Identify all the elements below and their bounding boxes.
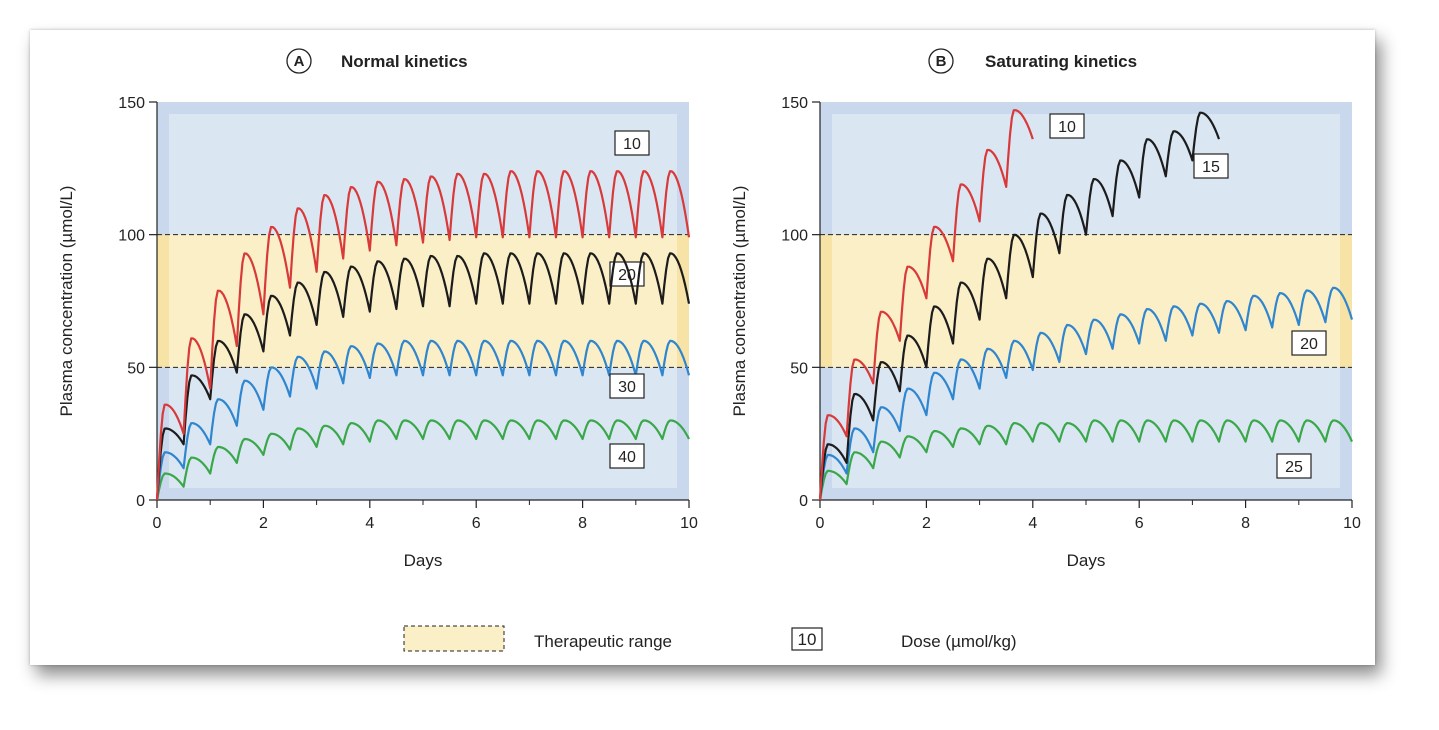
dose-label: 30 xyxy=(618,379,636,396)
x-tick-label: 10 xyxy=(1343,515,1361,532)
legend-dose-box-label: 10 xyxy=(798,630,817,649)
series-line-dose-20 xyxy=(818,111,1221,501)
legend-dose-label: Dose (µmol/kg) xyxy=(901,632,1017,651)
dose-label: 10 xyxy=(623,136,641,153)
x-tick-label: 6 xyxy=(1135,515,1144,532)
dose-label-box xyxy=(1291,330,1327,356)
series-line-dose-10 xyxy=(155,419,690,501)
y-tick-label: 150 xyxy=(118,95,145,112)
x-tick-label: 10 xyxy=(680,515,698,532)
dose-label: 15 xyxy=(1202,159,1220,176)
dose-label-box xyxy=(1276,453,1312,479)
x-tick-label: 4 xyxy=(1028,515,1037,532)
x-tick-label: 0 xyxy=(816,515,825,532)
y-tick-label: 50 xyxy=(790,360,808,377)
y-tick-label: 100 xyxy=(118,228,145,245)
y-axis-label: Plasma concentration (µmol/L) xyxy=(730,186,749,417)
legend-therapeutic-label: Therapeutic range xyxy=(534,632,672,651)
series-line-dose-15 xyxy=(818,286,1354,501)
dose-label: 20 xyxy=(1300,336,1318,353)
legend-therapeutic-swatch xyxy=(403,625,505,652)
therapeutic-band xyxy=(832,234,1340,368)
figure-card: 0 50 100 150 0 2 4 6 8 10 Days Plasma concentration… xyxy=(30,30,1375,665)
dose-label-box xyxy=(1049,113,1085,139)
series-line-dose-10 xyxy=(818,419,1353,501)
dose-label-box xyxy=(614,130,650,156)
x-tick-label: 2 xyxy=(922,515,931,532)
dose-label: 25 xyxy=(1285,459,1303,476)
y-tick-label: 50 xyxy=(127,360,145,377)
panel-letter: A xyxy=(294,53,305,70)
dose-label-box xyxy=(609,443,645,469)
series-line-dose-40 xyxy=(155,170,691,501)
panel-a: 0 50 100 150 0 2 4 6 8 10 Days Plasma concentration… xyxy=(57,48,698,570)
dose-label-box xyxy=(1193,153,1229,179)
panel-title: Saturating kinetics xyxy=(985,52,1137,71)
dose-label: 10 xyxy=(1058,119,1076,136)
y-tick-label: 150 xyxy=(781,95,808,112)
panel-letter-circle xyxy=(928,48,954,74)
x-axis-label: Days xyxy=(404,551,443,570)
x-tick-label: 6 xyxy=(472,515,481,532)
series-line-dose-20 xyxy=(155,339,691,501)
series-line-dose-30 xyxy=(155,252,691,501)
legend-dose-box xyxy=(791,627,823,651)
dose-label: 40 xyxy=(618,449,636,466)
x-tick-label: 4 xyxy=(365,515,374,532)
panel-letter: B xyxy=(936,53,947,70)
panel-letter-circle xyxy=(286,48,312,74)
panel-b: 0 50 100 150 0 2 4 6 8 10 Days Plasma concentration… xyxy=(730,48,1361,570)
dose-label-box xyxy=(609,373,645,399)
x-axis-label: Days xyxy=(1067,551,1106,570)
panel-title: Normal kinetics xyxy=(341,52,468,71)
x-tick-label: 8 xyxy=(578,515,587,532)
y-tick-label: 0 xyxy=(136,493,145,510)
y-tick-label: 100 xyxy=(781,228,808,245)
x-tick-label: 2 xyxy=(259,515,268,532)
x-tick-label: 8 xyxy=(1241,515,1250,532)
legend: Therapeutic range 10 Dose (µmol/kg) xyxy=(403,625,1017,652)
y-axis-label: Plasma concentration (µmol/L) xyxy=(57,186,76,417)
x-tick-label: 0 xyxy=(153,515,162,532)
y-tick-label: 0 xyxy=(799,493,808,510)
series-line-dose-25 xyxy=(818,109,1034,501)
